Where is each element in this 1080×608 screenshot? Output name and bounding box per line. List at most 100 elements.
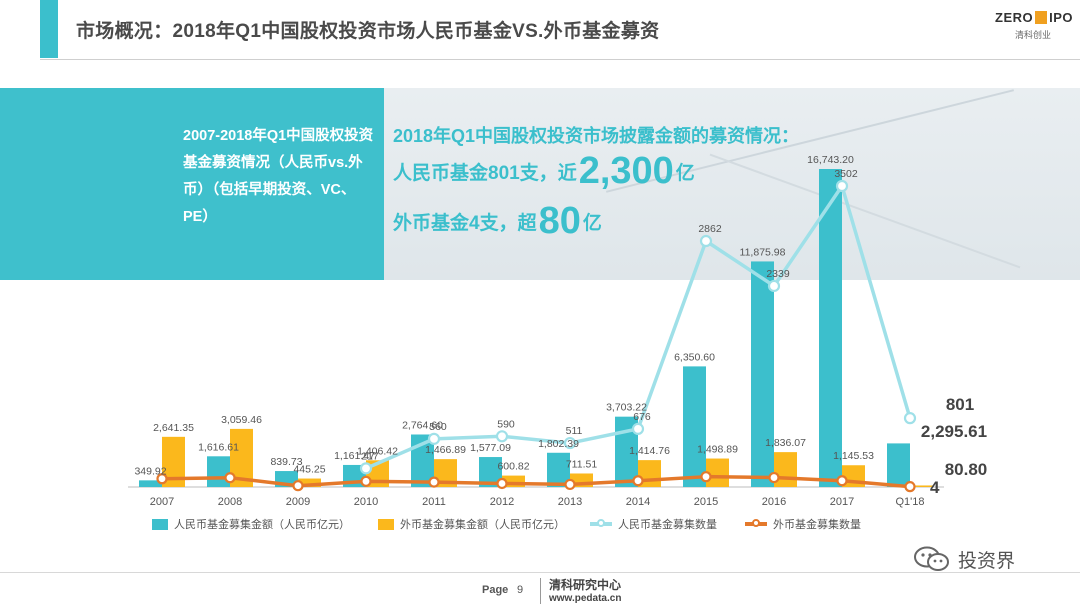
footer-separator (540, 578, 541, 604)
data-label-rmb-amount: 1,802.39 (538, 438, 579, 450)
point-foreign-count (700, 471, 712, 483)
x-tick-label: 2015 (694, 496, 718, 508)
logo-text-left: ZERO (995, 10, 1034, 25)
data-label-rmb-count: 2862 (698, 223, 722, 235)
legend-label: 人民币基金募集数量 (618, 519, 717, 531)
x-tick-label: Q1'18 (895, 496, 924, 508)
data-label-rmb-amount: 349.92 (134, 465, 166, 477)
point-rmb-count (631, 422, 645, 435)
x-tick-label: 2012 (490, 496, 514, 508)
legend-item-foreign-count: 外币基金募集数量 (745, 516, 861, 532)
legend-label: 外币基金募集数量 (773, 519, 861, 531)
legend-label: 外币基金募集金额（人民币亿元） (400, 519, 565, 531)
point-foreign-count (904, 481, 916, 493)
data-label-rmb-count: 676 (633, 411, 651, 423)
data-label-foreign-amount: 600.82 (497, 461, 529, 473)
bar-rmb-amount (751, 261, 774, 487)
data-label-rmb-amount: 1,577.09 (470, 442, 511, 454)
x-tick-label: 2013 (558, 496, 582, 508)
bar-foreign-amount (230, 428, 253, 487)
bar-foreign-amount (162, 436, 185, 487)
foreign-fund-summary: 外币基金4支，超80 亿 (393, 200, 602, 243)
data-label-rmb-amount: 2,295.61 (921, 422, 987, 441)
x-tick-label: 2017 (830, 496, 854, 508)
data-label-rmb-amount: 16,743.20 (807, 154, 854, 166)
data-label-foreign-amount: 1,145.53 (833, 450, 874, 462)
point-rmb-count (767, 279, 781, 293)
x-tick-label: 2009 (286, 496, 310, 508)
foreign-summary-unit: 亿 (582, 213, 602, 234)
bar-rmb-amount (479, 457, 502, 487)
rmb-summary-amount: 2,300 (578, 150, 674, 192)
bar-foreign-amount (298, 478, 321, 487)
point-foreign-count (292, 480, 304, 492)
bar-rmb-amount (139, 480, 162, 487)
point-rmb-count (359, 462, 373, 475)
legend-swatch (152, 518, 168, 530)
foreign-summary-amount: 80 (538, 200, 581, 242)
foreign-summary-text: 外币基金4支，超 (393, 213, 537, 234)
legend-swatch (378, 518, 394, 530)
point-foreign-count (224, 472, 236, 484)
point-rmb-count (563, 436, 577, 450)
data-label-foreign-amount: 1,466.89 (425, 444, 466, 456)
bar-rmb-amount (207, 456, 230, 487)
wechat-icon (914, 546, 949, 571)
header-divider (40, 59, 1080, 60)
point-rmb-count (903, 412, 917, 425)
page-title: 市场概况：2018年Q1中国股权投资市场人民币基金VS.外币基金募资 (76, 21, 660, 42)
data-label-rmb-amount: 1,616.61 (198, 441, 239, 453)
bar-rmb-amount (887, 443, 910, 487)
legend-label: 人民币基金募集金额（人民币亿元） (174, 519, 350, 531)
data-label-foreign-amount: 445.25 (293, 464, 325, 476)
data-label-rmb-count: 560 (429, 421, 447, 433)
data-label-rmb-count: 590 (497, 418, 515, 430)
legend-item-foreign-amount: 外币基金募集金额（人民币亿元） (378, 516, 565, 532)
data-label-foreign-count: 4 (930, 478, 940, 497)
data-label-rmb-count: 3502 (834, 168, 858, 180)
data-label-foreign-amount: 2,641.35 (153, 422, 194, 434)
data-label-rmb-count: 217 (361, 450, 379, 462)
data-label-rmb-amount: 11,875.98 (740, 246, 786, 258)
bar-foreign-amount (434, 459, 457, 487)
data-label-foreign-amount: 711.51 (566, 458, 597, 470)
data-label-rmb-amount: 839.73 (270, 456, 302, 468)
bar-foreign-amount (706, 458, 729, 487)
research-center-name: 清科研究中心 (549, 578, 622, 592)
x-tick-label: 2014 (626, 496, 650, 508)
rmb-summary-text: 人民币基金801支，近 (393, 163, 577, 184)
x-tick-label: 2010 (354, 496, 378, 508)
footer-divider (0, 572, 1080, 573)
point-foreign-count (496, 477, 508, 490)
point-foreign-count (836, 475, 848, 487)
logo-text-right: IPO (1049, 10, 1074, 25)
wechat-watermark: 投资界 (912, 545, 1015, 573)
research-center-url: www.pedata.cn (549, 593, 622, 604)
bar-foreign-amount (502, 475, 525, 487)
data-label-rmb-amount: 1,161.47 (334, 450, 375, 462)
wechat-account-name: 投资界 (958, 550, 1016, 572)
data-label-foreign-amount: 1,498.89 (697, 444, 738, 456)
data-label-rmb-amount: 3,703.22 (606, 402, 647, 414)
legend-swatch (745, 519, 767, 527)
point-rmb-count (699, 234, 713, 248)
point-rmb-count (427, 432, 441, 445)
chart-description: 2007-2018年Q1中国股权投资基金募资情况（人民币vs.外币）（包括早期投… (183, 128, 374, 225)
page-number: 9 (517, 584, 524, 596)
data-label-foreign-amount: 1,414.76 (629, 445, 670, 457)
data-label-foreign-amount: 1,406.42 (357, 445, 398, 457)
data-label-foreign-amount: 3,059.46 (221, 414, 262, 426)
data-label-rmb-count: 801 (946, 395, 974, 414)
data-label-foreign-amount: 1,836.07 (765, 437, 806, 449)
point-foreign-count (564, 478, 576, 491)
data-label-rmb-count: 511 (566, 425, 583, 437)
point-foreign-count (156, 473, 168, 485)
bar-rmb-amount (683, 366, 706, 487)
point-rmb-count (835, 179, 849, 193)
rmb-fund-summary: 人民币基金801支，近2,300 亿 (393, 150, 695, 193)
line-foreign-count (161, 474, 911, 489)
x-tick-label: 2016 (762, 496, 786, 508)
data-label-rmb-amount: 6,350.60 (674, 351, 715, 363)
banner-headline: 2018年Q1中国股权投资市场披露金额的募资情况： (393, 126, 800, 146)
